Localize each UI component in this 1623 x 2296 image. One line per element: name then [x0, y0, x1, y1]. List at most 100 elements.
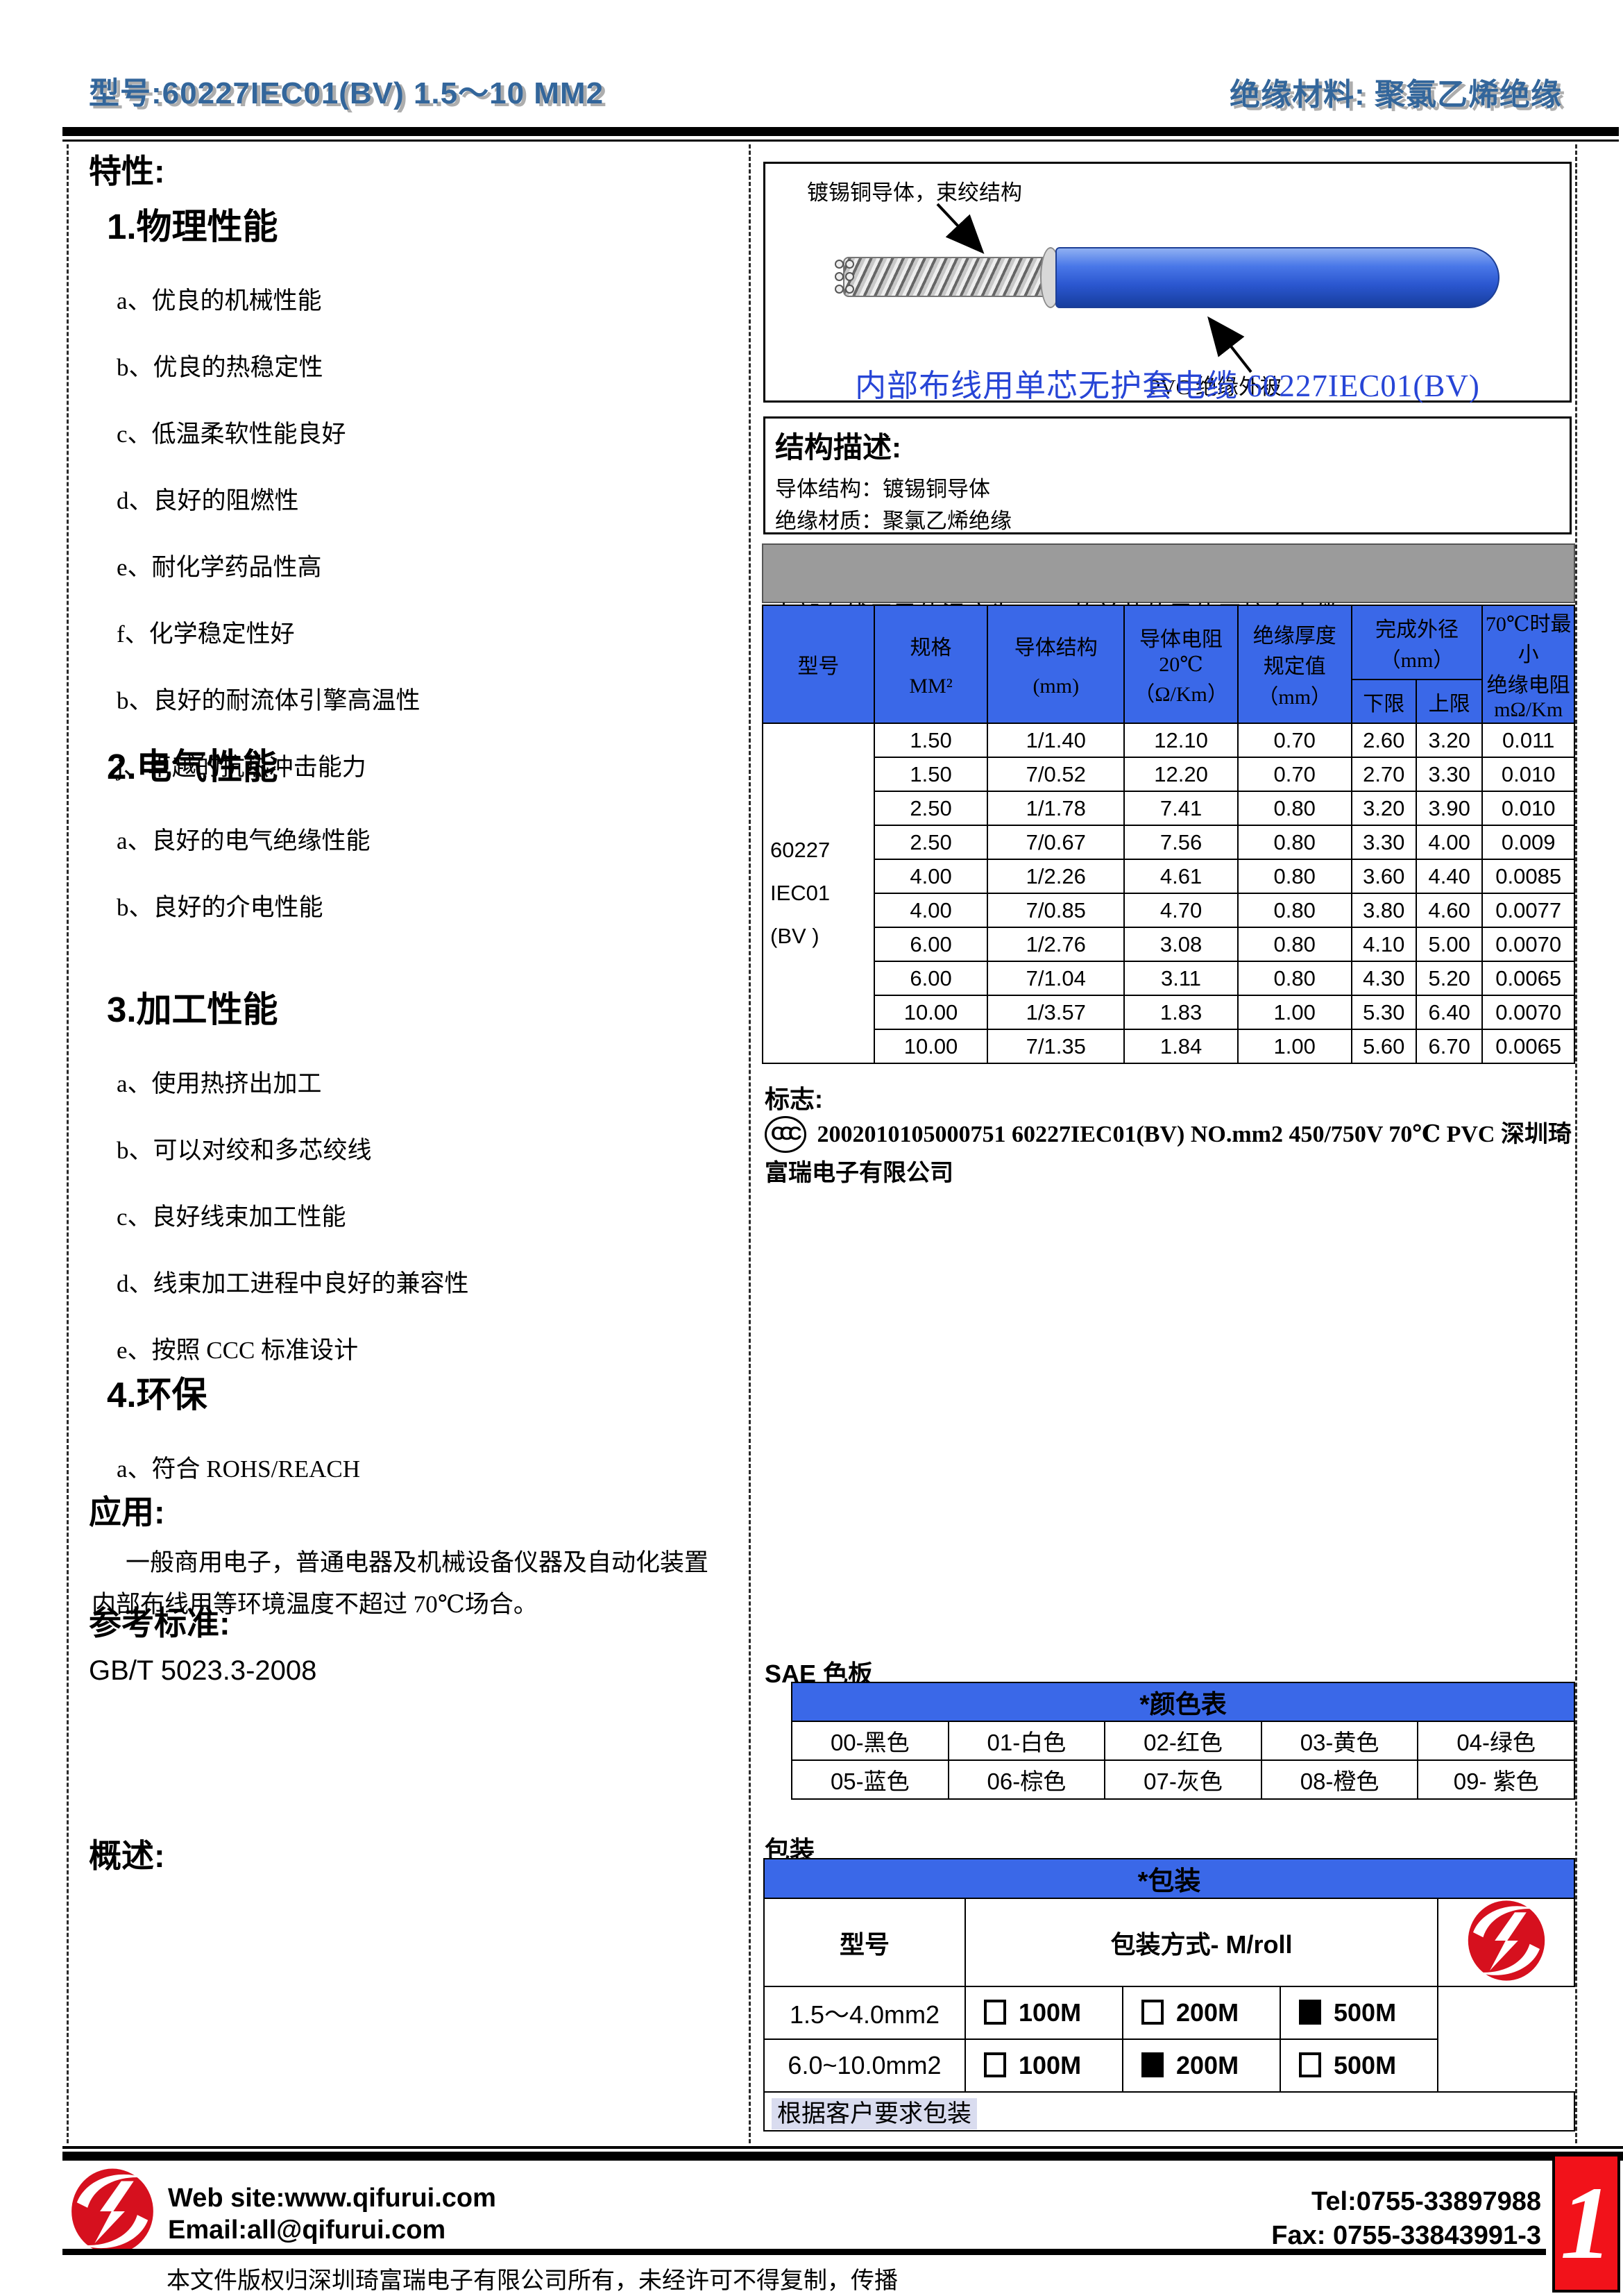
- col-resistance-line3: （Ω/Km）: [1134, 682, 1228, 706]
- spec-cell: 1/3.57: [987, 995, 1125, 1030]
- spec-cell: 3.80: [1350, 893, 1417, 928]
- column-divider-dashed-line: [749, 144, 751, 2143]
- footer-email: Email:all@qifurui.com: [168, 2215, 446, 2245]
- feature-section: 3.加工性能 a、使用热挤出加工 b、可以对绞和多芯绞线 c、良好线束加工性能 d、线束…: [89, 981, 734, 1397]
- spec-cell: 6.00: [873, 927, 989, 962]
- footer-rule-thick: [62, 2152, 1623, 2161]
- feature-item: c、良好线束加工性能: [117, 1204, 346, 1231]
- col-ir-line1: 70℃时最小: [1485, 613, 1572, 666]
- spec-row: 4.00 7/0.85 4.70 0.80 3.80 4.60 0.0077: [763, 893, 1575, 928]
- checkbox-checked-icon: [1141, 2052, 1164, 2077]
- packaging-col-method: 包装方式- M/roll: [965, 1898, 1438, 1987]
- spec-cell: 0.80: [1237, 825, 1352, 860]
- mark-text: 2002010105000751 60227IEC01(BV) NO.mm2 4…: [765, 1122, 1572, 1187]
- col-header-od-upper: 上限: [1415, 679, 1484, 724]
- pack-option-cell: 200M: [1122, 1986, 1281, 2040]
- col-header-insulation-resistance: 70℃时最小 绝缘电阻 mΩ/Km: [1481, 605, 1575, 724]
- col-thickness-line2: 规定值: [1263, 655, 1326, 678]
- application-text: 一般商用电子，普通电器及机械设备仪器及自动化装置内部布线用等环境温度不超过 70…: [92, 1549, 709, 1619]
- col-conductor-line1: 导体结构: [1014, 636, 1098, 659]
- footer-fax: Fax: 0755-33843991-3: [1271, 2221, 1541, 2251]
- col-header-conductor: 导体结构 (mm): [987, 605, 1125, 724]
- spec-cell: 7/0.85: [987, 893, 1125, 928]
- col-header-od-lower: 下限: [1350, 679, 1417, 724]
- spec-cell: 3.20: [1415, 723, 1484, 758]
- cable-conductor-graphic: [843, 257, 1055, 297]
- packaging-col-model: 型号: [763, 1898, 966, 1987]
- spec-row: 4.00 1/2.26 4.61 0.80 3.60 4.40 0.0085: [763, 859, 1575, 894]
- spec-cell: 5.30: [1350, 995, 1417, 1030]
- feature-item: a、使用热挤出加工: [117, 1070, 322, 1097]
- packaging-note: 根据客户要求包装: [772, 2097, 978, 2129]
- spec-cell: 10.00: [873, 995, 989, 1030]
- spec-cell: 5.20: [1415, 961, 1484, 996]
- pack-option-cell: 100M: [965, 1986, 1123, 2040]
- left-margin-dashed-line: [67, 144, 69, 2143]
- spec-cell: 2.50: [873, 825, 989, 860]
- spec-cell: 3.90: [1415, 791, 1484, 826]
- pack-option-cell: 500M: [1280, 2038, 1438, 2093]
- structure-heading: 结构描述:: [775, 431, 901, 464]
- spec-cell: 0.80: [1237, 927, 1352, 962]
- spec-cell: 3.20: [1350, 791, 1417, 826]
- spec-cell: 0.0065: [1481, 961, 1575, 996]
- col-thickness-line3: （mm）: [1257, 686, 1332, 709]
- spec-cell: 3.30: [1415, 757, 1484, 792]
- spec-cell: 12.10: [1123, 723, 1239, 758]
- color-cell: 02-红色: [1104, 1721, 1262, 1761]
- reference-standard-heading: 参考标准:: [89, 1605, 230, 1641]
- features-heading: 特性:: [89, 153, 165, 189]
- pack-option-cell: 100M: [965, 2038, 1123, 2093]
- spec-table: 型号 规格 MM² 导体结构 (mm) 导体电阻 20℃ （Ω/Km） 绝缘厚度…: [762, 604, 1575, 1064]
- checkbox-unchecked-icon: [1299, 2052, 1321, 2077]
- pack-option-label: 100M: [1019, 1998, 1082, 2027]
- spec-cell: 3.11: [1123, 961, 1239, 996]
- spec-model-cell: 60227 IEC01 (BV ): [762, 723, 875, 1064]
- spec-cell: 0.70: [1237, 723, 1352, 758]
- spec-cell: 7/1.35: [987, 1029, 1125, 1064]
- spec-cell: 1.00: [1237, 995, 1352, 1030]
- jacket-arrow: [1207, 316, 1252, 373]
- col-ir-line3: mΩ/Km: [1494, 698, 1563, 721]
- pack-option-cell: 500M: [1280, 1986, 1438, 2040]
- spec-cell: 1/1.40: [987, 723, 1125, 758]
- col-header-od: 完成外径 （mm）: [1350, 604, 1484, 681]
- pvc-jacket-label: PVC 绝缘外被: [1148, 375, 1282, 399]
- spec-cell: 0.80: [1237, 791, 1352, 826]
- cable-jacket-graphic: [1055, 247, 1499, 308]
- section-title: 3.加工性能: [107, 990, 278, 1029]
- feature-item: b、良好的耐流体引擎高温性: [117, 687, 420, 714]
- spec-cell: 5.00: [1415, 927, 1484, 962]
- pack-option-cell: 200M: [1122, 2038, 1281, 2093]
- footer-website: Web site:www.qifurui.com: [168, 2184, 496, 2213]
- spec-cell: 0.70: [1237, 757, 1352, 792]
- spec-cell: 3.60: [1350, 859, 1417, 894]
- color-cell: 00-黑色: [791, 1721, 949, 1761]
- feature-item: b、可以对绞和多芯绞线: [117, 1137, 372, 1164]
- col-header-thickness: 绝缘厚度 规定值 （mm）: [1237, 605, 1352, 724]
- page-title-material: 绝缘材料: 聚氯乙烯绝缘: [1230, 78, 1562, 112]
- conductor-arrow: [936, 203, 985, 254]
- pack-option-label: 200M: [1176, 2051, 1239, 2079]
- footer-copyright: 本文件版权归深圳琦富瑞电子有限公司所有，未经许可不得复制，传播: [167, 2268, 898, 2294]
- color-row: 05-蓝色 06-棕色 07-灰色 08-橙色 09- 紫色: [791, 1759, 1575, 1800]
- packaging-row: 1.5～4.0mm2 100M 200M 500M: [763, 1986, 1574, 2040]
- spec-cell: 4.30: [1350, 961, 1417, 996]
- page-number: 1: [1560, 2166, 1613, 2281]
- spec-cell: 0.0065: [1481, 1029, 1575, 1064]
- spec-cell: 0.009: [1481, 825, 1575, 860]
- color-table: *颜色表 00-黑色 01-白色 02-红色 03-黄色 04-绿色 05-蓝色 06-棕色…: [791, 1682, 1575, 1800]
- spec-cell: 1/2.26: [987, 859, 1125, 894]
- feature-item: b、优良的热稳定性: [117, 354, 323, 381]
- spec-row: 2.50 7/0.67 7.56 0.80 3.30 4.00 0.009: [763, 825, 1575, 860]
- spec-row: 10.00 1/3.57 1.83 1.00 5.30 6.40 0.0070: [763, 995, 1575, 1030]
- mark-text-line: CCC 2002010105000751 60227IEC01(BV) NO.mm…: [765, 1115, 1575, 1193]
- cable-caption: 内部布线用单芯无护套电缆 60227IEC01(BV): [855, 369, 1480, 403]
- cable-diagram-box: 镀锡铜导体，束绞结构 PVC 绝缘外被 内部布线用单芯无护套电缆 60227IE…: [763, 162, 1572, 403]
- spec-cell: 4.00: [1415, 825, 1484, 860]
- col-resistance-line1: 导体电阻: [1139, 627, 1223, 651]
- spec-cell: 4.61: [1123, 859, 1239, 894]
- col-header-size: 规格 MM²: [873, 605, 989, 724]
- spec-cell: 4.70: [1123, 893, 1239, 928]
- checkbox-unchecked-icon: [984, 2000, 1006, 2025]
